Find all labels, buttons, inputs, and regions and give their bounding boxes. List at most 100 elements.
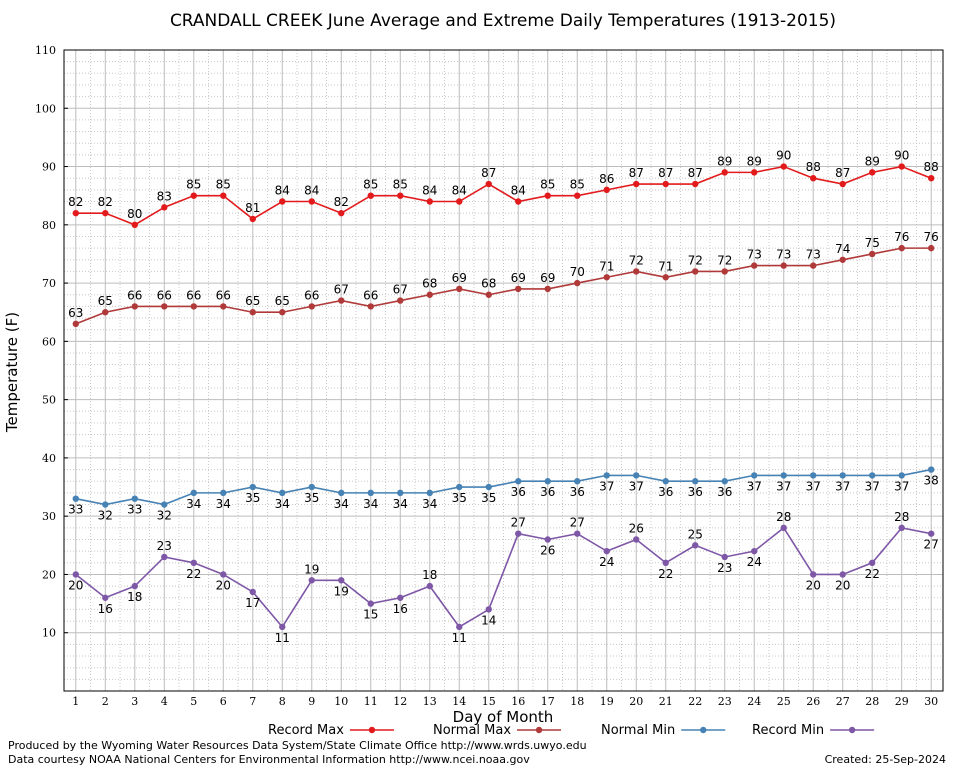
normal-max-data-label: 72: [688, 253, 703, 267]
record-min-data-label: 27: [570, 516, 585, 530]
normal-max-point: [869, 250, 876, 258]
normal-min-point: [161, 501, 168, 508]
normal-max-point: [485, 291, 492, 298]
x-tick-label: 21: [659, 695, 673, 708]
normal-min-data-label: 36: [717, 485, 732, 499]
y-tick-label: 30: [42, 510, 56, 523]
normal-min-data-label: 33: [68, 503, 83, 517]
record-min-data-label: 26: [540, 543, 555, 557]
record-min-data-label: 18: [127, 590, 142, 604]
normal-min-data-label: 38: [924, 474, 939, 488]
record-min-point: [367, 600, 374, 607]
x-axis-ticks: 1 2 3 4 5 6 7 8 9 10 11 12 13 14 15 16 17 18 19 20 21 22 23 24 2…: [72, 695, 938, 708]
normal-max-point: [131, 303, 138, 310]
record-min-data-label: 24: [747, 555, 762, 569]
record-max-data-label: 81: [245, 201, 260, 215]
record-max-data-label: 89: [865, 154, 880, 168]
record-max-line: [75, 165, 932, 226]
normal-min-line: [75, 468, 932, 506]
record-max-point: [220, 192, 227, 199]
normal-max-data-label: 74: [835, 242, 850, 256]
x-tick-label: 5: [190, 695, 197, 708]
record-min-data-label: 22: [865, 567, 880, 581]
record-max-point: [780, 163, 787, 170]
record-max-data-label: 84: [275, 184, 290, 198]
normal-max-point: [515, 285, 522, 293]
record-min-data-label: 16: [98, 602, 113, 616]
record-max-data-label: 85: [570, 178, 585, 192]
legend-label: Normal Max: [433, 723, 511, 738]
normal-min-data-label: 37: [835, 479, 850, 493]
legend-label: Normal Min: [601, 723, 675, 738]
normal-min-point: [603, 472, 610, 479]
record-max-data-label: 87: [658, 166, 673, 180]
y-tick-label: 100: [35, 102, 56, 115]
record-min-data-label: 19: [304, 562, 319, 576]
legend-swatch-marker: [368, 726, 376, 734]
x-tick-label: 10: [334, 695, 348, 708]
record-max-point: [603, 186, 610, 194]
record-min-point: [544, 536, 551, 543]
record-max-data-label: 80: [127, 207, 142, 221]
record-min-point: [810, 571, 817, 578]
record-min-data-label: 23: [717, 561, 732, 575]
record-max-point: [485, 180, 492, 188]
normal-min-data-label: 34: [393, 497, 408, 511]
record-min-point: [456, 623, 463, 631]
legend: Record Max Normal Max Normal Min Record Min: [268, 723, 875, 738]
series-record-min: 20 16 18 23 22 20 17 11 19 19 15 16 18 11 14 27 26 27 24 26…: [68, 510, 939, 645]
record-max-data-label: 84: [511, 184, 526, 198]
x-tick-label: 26: [806, 695, 820, 708]
record-max-data-label: 85: [540, 178, 555, 192]
normal-min-data-label: 37: [776, 479, 791, 493]
record-max-point: [102, 209, 109, 217]
record-min-data-label: 28: [776, 510, 791, 524]
record-max-point: [367, 192, 374, 199]
y-tick-label: 90: [42, 161, 56, 174]
normal-min-point: [308, 483, 315, 491]
normal-max-point: [426, 291, 433, 298]
record-max-point: [72, 209, 79, 217]
normal-max-data-label: 69: [452, 271, 467, 285]
normal-min-data-label: 34: [275, 497, 290, 511]
record-min-data-label: 20: [806, 578, 821, 592]
normal-max-data-label: 73: [776, 248, 791, 262]
normal-min-point: [780, 472, 787, 479]
record-max-point: [662, 180, 669, 188]
normal-min-point: [692, 478, 699, 485]
x-tick-label: 19: [600, 695, 614, 708]
normal-min-point: [633, 472, 640, 479]
normal-max-point: [161, 303, 168, 310]
normal-min-point: [397, 489, 404, 497]
record-max-data-label: 85: [393, 178, 408, 192]
record-min-data-label: 28: [894, 510, 909, 524]
legend-swatch-marker: [535, 726, 543, 734]
record-max-point: [633, 180, 640, 188]
normal-min-data-label: 35: [304, 491, 319, 505]
record-min-data-label: 14: [481, 613, 496, 627]
record-max-point: [249, 215, 256, 223]
normal-max-point: [456, 285, 463, 293]
normal-max-point: [839, 256, 846, 263]
x-tick-label: 30: [924, 695, 938, 708]
x-tick-label: 16: [511, 695, 525, 708]
x-tick-label: 23: [718, 695, 732, 708]
normal-min-point: [839, 472, 846, 479]
x-tick-label: 9: [308, 695, 315, 708]
record-min-data-label: 17: [245, 596, 260, 610]
normal-min-data-label: 36: [540, 485, 555, 499]
normal-max-point: [751, 262, 758, 269]
normal-max-data-label: 75: [865, 236, 880, 250]
record-min-data-label: 20: [68, 578, 83, 592]
normal-min-point: [574, 478, 581, 485]
record-max-point: [544, 192, 551, 199]
y-tick-label: 40: [42, 452, 56, 465]
record-min-point: [633, 536, 640, 543]
normal-min-data-label: 35: [452, 491, 467, 505]
record-max-data-label: 90: [776, 149, 791, 163]
record-min-data-label: 11: [275, 631, 290, 645]
record-min-data-label: 20: [835, 578, 850, 592]
x-tick-label: 27: [836, 695, 850, 708]
x-axis-label: Day of Month: [453, 708, 554, 726]
